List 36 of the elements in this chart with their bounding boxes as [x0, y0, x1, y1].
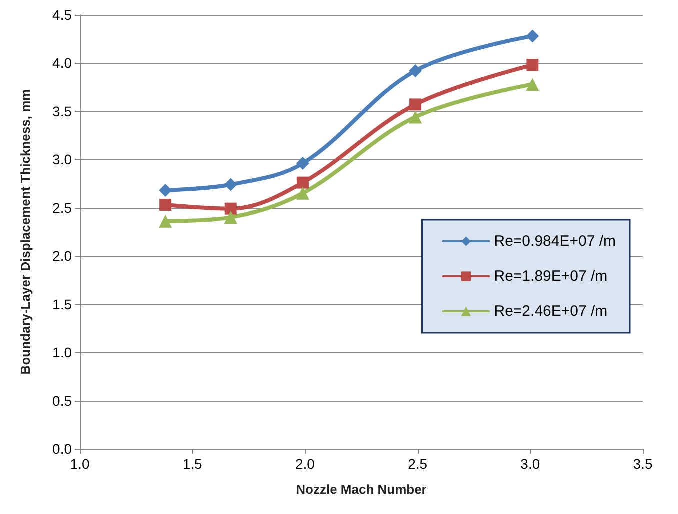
legend-label: Re=2.46E+07 /m: [494, 303, 608, 320]
point: [296, 157, 310, 170]
point: [526, 59, 539, 72]
y-tick-label: 1.0: [52, 344, 72, 361]
point: [410, 98, 422, 111]
point: [160, 198, 172, 211]
y-tick-label: 3.0: [52, 152, 72, 168]
x-tick-label: 3.0: [520, 456, 540, 472]
x-tick-label: 1.0: [70, 456, 90, 472]
x-tick-label: 3.5: [633, 456, 653, 472]
point: [224, 211, 238, 224]
point: [224, 202, 237, 215]
legend-label: Re=1.89E+07 /m: [494, 268, 608, 285]
x-tick-label: 2.5: [408, 456, 428, 472]
x-axis-title: Nozzle Mach Number: [296, 482, 427, 497]
y-tick-label: 2.0: [52, 248, 72, 264]
y-tick-label: 3.5: [52, 103, 72, 120]
x-tick-label: 1.5: [182, 456, 203, 472]
y-tick-label: 0.5: [52, 392, 72, 409]
point: [409, 64, 422, 78]
point: [296, 186, 310, 200]
x-tick-label: 2.0: [295, 456, 316, 472]
point: [409, 110, 422, 124]
legend-label: Re=0.984E+07 /m: [494, 233, 616, 250]
y-tick-label: 0.0: [52, 441, 72, 457]
y-tick-label: 1.5: [52, 296, 72, 312]
point: [296, 176, 309, 189]
y-tick-label: 4.5: [52, 7, 72, 23]
y-tick-label: 2.5: [52, 200, 72, 216]
y-tick-label: 4.0: [52, 55, 72, 72]
y-axis-title: Boundary-Layer Displacement Thickness, mm: [18, 89, 33, 375]
point: [526, 78, 540, 91]
point: [159, 214, 172, 228]
point: [526, 30, 540, 43]
point: [224, 178, 238, 192]
point: [159, 184, 172, 198]
